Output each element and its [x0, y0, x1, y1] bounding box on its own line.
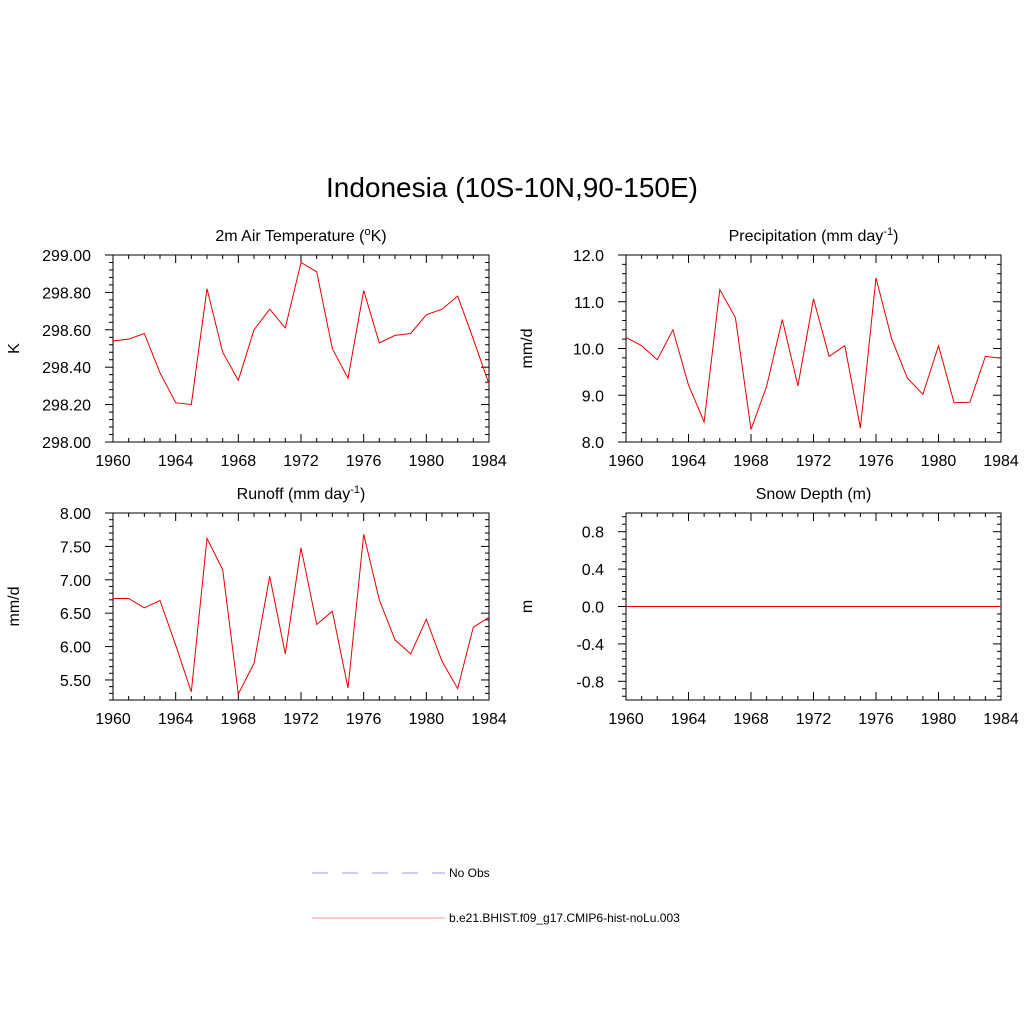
panel-title-end: )	[360, 486, 365, 503]
x-tick-label: 1960	[608, 711, 644, 728]
y-axis-label: m	[519, 600, 536, 613]
panel-snow-depth: 1960 1964 1968 1972 1976 1980 1984 -0.8 -0.4 0.0 0…	[519, 486, 1019, 728]
y-tick-label: 9.0	[582, 388, 604, 405]
x-tick-label: 1980	[409, 453, 445, 470]
legend-label-model: b.e21.BHIST.f09_g17.CMIP6-hist-noLu.003	[449, 911, 680, 925]
panel-title-main: Snow Depth (m)	[756, 486, 872, 503]
panel-precipitation: 1960 1964 1968 1972 1976 1980 1984 8.0 9.0 10.0 11…	[519, 226, 1019, 470]
legend-label-obs: No Obs	[449, 866, 490, 880]
y-tick-label: -0.8	[576, 674, 604, 691]
x-tick-label: 1984	[471, 711, 507, 728]
x-tick-label: 1984	[983, 453, 1019, 470]
y-tick-label: 8.00	[60, 506, 91, 523]
panel-title: Runoff (mm day-1)	[237, 484, 366, 503]
panel-title: 2m Air Temperature (oK)	[215, 226, 386, 245]
panel-title: Precipitation (mm day-1)	[729, 226, 899, 245]
y-tick-label: 11.0	[574, 295, 604, 312]
x-tick-label: 1968	[733, 711, 769, 728]
x-tick-label: 1964	[671, 711, 707, 728]
x-tick-label: 1976	[346, 711, 382, 728]
panel-title: Snow Depth (m)	[756, 486, 872, 503]
x-tick-label: 1972	[796, 711, 832, 728]
plot-frame	[112, 254, 490, 443]
x-tick-label: 1976	[858, 711, 894, 728]
panel-title-end: )	[893, 228, 898, 245]
panel-title-superscript: -1	[883, 226, 893, 238]
plot-frame	[112, 512, 490, 701]
x-tick-label: 1964	[671, 453, 707, 470]
y-tick-label: 298.80	[42, 285, 91, 302]
x-tick-label: 1984	[983, 711, 1019, 728]
y-tick-label: 7.00	[60, 573, 91, 590]
y-tick-label: 6.50	[60, 606, 91, 623]
y-tick-label: 298.40	[42, 360, 91, 377]
x-tick-label: 1968	[221, 453, 257, 470]
series-line	[112, 261, 490, 406]
panel-title-main: Precipitation (mm day	[729, 228, 884, 245]
x-tick-label: 1964	[158, 711, 194, 728]
x-tick-label: 1980	[921, 711, 957, 728]
x-tick-label: 1960	[95, 453, 131, 470]
y-tick-label: 5.50	[60, 673, 91, 690]
figure-title: Indonesia (10S-10N,90-150E)	[325, 172, 698, 203]
x-tick-label: 1960	[95, 711, 131, 728]
x-tick-label: 1984	[471, 453, 507, 470]
series-line	[113, 534, 490, 696]
panel-title-main: Runoff (mm day	[237, 486, 351, 503]
y-tick-label: 298.60	[42, 323, 91, 340]
panel-title-superscript: -1	[350, 484, 360, 496]
y-tick-label: 6.00	[60, 640, 91, 657]
y-axis-label: mm/d	[519, 329, 536, 369]
x-tick-label: 1980	[921, 453, 957, 470]
x-tick-label: 1976	[858, 453, 894, 470]
legend: No Obs b.e21.BHIST.f09_g17.CMIP6-hist-no…	[312, 866, 680, 925]
y-tick-label: -0.4	[576, 637, 604, 654]
y-tick-label: 7.50	[60, 539, 91, 556]
x-tick-label: 1972	[283, 711, 319, 728]
x-tick-label: 1968	[733, 453, 769, 470]
x-tick-label: 1964	[158, 453, 194, 470]
x-tick-label: 1972	[283, 453, 319, 470]
y-tick-label: 8.0	[582, 435, 604, 452]
series-line	[625, 277, 1002, 430]
y-tick-label: 12.0	[573, 248, 604, 265]
x-tick-label: 1968	[221, 711, 257, 728]
y-tick-label: 0.0	[582, 600, 604, 617]
y-tick-label: 10.0	[573, 342, 604, 359]
x-tick-label: 1980	[409, 711, 445, 728]
panel-air-temperature: 1960 1964 1968 1972 1976 1980 1984 298.00 298.20…	[6, 226, 507, 470]
y-axis-label: K	[6, 343, 23, 354]
x-tick-label: 1976	[346, 453, 382, 470]
y-tick-label: 298.20	[42, 398, 91, 415]
y-tick-label: 0.4	[582, 562, 604, 579]
y-tick-label: 0.8	[582, 525, 604, 542]
y-tick-label: 298.00	[42, 435, 91, 452]
panel-title-superscript: o	[364, 226, 370, 238]
panel-title-main: 2m Air Temperature (	[215, 228, 365, 245]
y-axis-label: mm/d	[6, 587, 23, 627]
panel-runoff: 1960 1964 1968 1972 1976 1980 1984 5.50 6.00 6.50…	[6, 484, 507, 728]
panel-title-end: K)	[371, 228, 387, 245]
y-tick-label: 299.00	[42, 248, 91, 265]
x-tick-label: 1960	[608, 453, 644, 470]
plot-frame	[625, 254, 1002, 443]
x-tick-label: 1972	[796, 453, 832, 470]
